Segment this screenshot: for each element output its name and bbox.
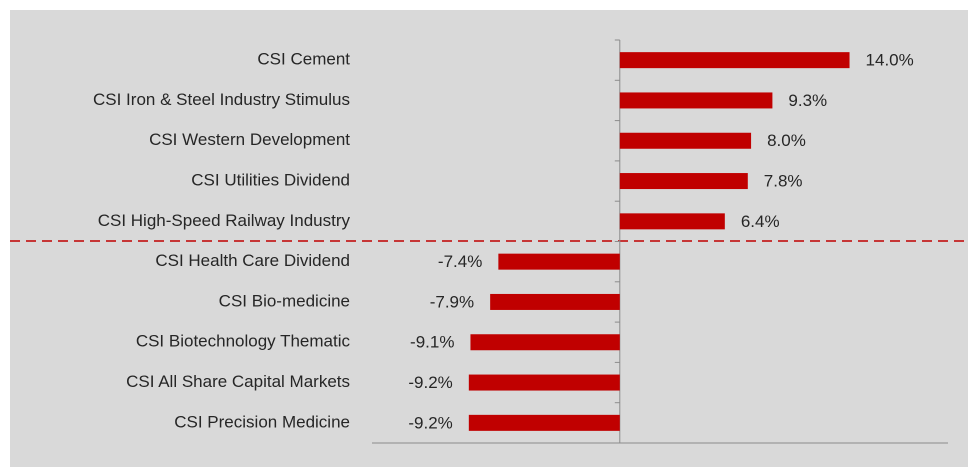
category-label: CSI High-Speed Railway Industry xyxy=(98,211,351,230)
category-label: CSI Western Development xyxy=(149,130,350,149)
category-label: CSI Iron & Steel Industry Stimulus xyxy=(93,90,350,109)
value-label: -7.4% xyxy=(438,252,482,271)
value-label: -9.2% xyxy=(408,413,452,432)
category-label: CSI Precision Medicine xyxy=(174,412,350,431)
bar xyxy=(619,52,850,69)
bar xyxy=(619,132,752,149)
category-label: CSI Cement xyxy=(257,50,350,69)
bar xyxy=(490,293,620,310)
value-label: -7.9% xyxy=(430,292,474,311)
category-label: CSI Biotechnology Thematic xyxy=(136,332,351,351)
value-label: -9.1% xyxy=(410,333,454,352)
bar xyxy=(468,374,620,391)
value-label: 9.3% xyxy=(788,91,827,110)
value-label: 14.0% xyxy=(866,51,914,70)
bar xyxy=(498,253,620,270)
bar xyxy=(619,213,725,230)
bar xyxy=(468,414,620,431)
value-label: 7.8% xyxy=(764,172,803,191)
value-label: 8.0% xyxy=(767,131,806,150)
category-label: CSI Health Care Dividend xyxy=(155,251,350,270)
plot-background xyxy=(10,10,968,467)
category-label: CSI All Share Capital Markets xyxy=(126,372,350,391)
bar xyxy=(619,92,773,109)
bar xyxy=(619,173,748,190)
value-label: 6.4% xyxy=(741,212,780,231)
category-label: CSI Bio-medicine xyxy=(219,291,350,310)
value-label: -9.2% xyxy=(408,373,452,392)
bar xyxy=(470,334,620,351)
category-label: CSI Utilities Dividend xyxy=(191,171,350,190)
